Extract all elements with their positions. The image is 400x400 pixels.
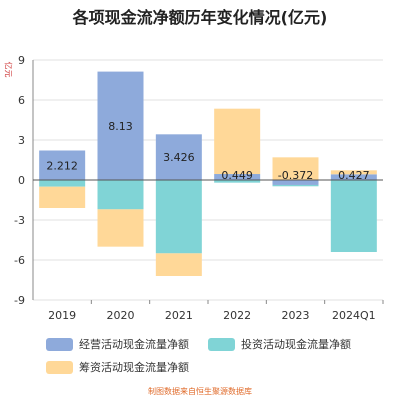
- bar-1-2021: [155, 180, 202, 254]
- bar-0-2023: [272, 180, 319, 185]
- legend-swatch-investing: [208, 337, 235, 351]
- y-tick-label: -9: [14, 294, 25, 307]
- data-label-2024Q1: 0.427: [338, 169, 370, 182]
- y-tick-label: 3: [18, 134, 25, 147]
- bar-0-2022: [214, 174, 261, 180]
- data-label-2020: 8.13: [108, 120, 133, 133]
- data-label-2022: 0.449: [221, 169, 253, 182]
- legend-item-operating: 经营活动现金流量净额: [46, 336, 189, 352]
- data-label-2019: 2.212: [46, 159, 78, 172]
- chart-title: 各项现金流净额历年变化情况(亿元): [72, 8, 328, 27]
- bar-1-2022: [214, 180, 261, 183]
- data-label-2021: 3.426: [163, 151, 195, 164]
- y-tick-label: 0: [18, 174, 25, 187]
- data-label-2023: -0.372: [278, 169, 313, 182]
- legend-swatch-financing: [46, 360, 73, 374]
- x-tick-label-2021: 2021: [165, 309, 193, 322]
- x-tick-label-2023: 2023: [282, 309, 310, 322]
- y-tick-label: -6: [14, 254, 25, 267]
- bar-2-2023: [272, 157, 319, 180]
- x-tick-label-2024Q1: 2024Q1: [332, 309, 376, 322]
- bar-1-2023: [272, 184, 319, 187]
- legend-item-financing: 筹资活动现金流量净额: [46, 359, 189, 375]
- bar-0-2020: [97, 71, 144, 180]
- bar-2-2019: [39, 186, 86, 208]
- source-footnote: 制图数据来自恒生聚源数据库: [148, 387, 252, 396]
- legend-label-investing: 投资活动现金流量净额: [241, 338, 351, 351]
- legend-item-investing: 投资活动现金流量净额: [208, 336, 351, 352]
- legend-label-financing: 筹资活动现金流量净额: [79, 361, 189, 374]
- bar-1-2024Q1: [330, 180, 377, 252]
- x-tick-label-2022: 2022: [223, 309, 251, 322]
- y-tick-label: -3: [14, 214, 25, 227]
- bar-2-2024Q1: [330, 170, 377, 175]
- legend-label-operating: 经营活动现金流量净额: [79, 338, 189, 351]
- bar-1-2019: [39, 180, 86, 187]
- x-tick-label-2020: 2020: [107, 309, 135, 322]
- bar-2-2020: [97, 209, 144, 247]
- bar-1-2020: [97, 180, 144, 210]
- y-tick-label: 6: [18, 94, 25, 107]
- bar-2-2022: [214, 108, 261, 175]
- y-tick-label: 9: [18, 54, 25, 67]
- bar-0-2024Q1: [330, 174, 377, 180]
- x-tick-label-2019: 2019: [48, 309, 76, 322]
- bar-0-2019: [39, 150, 86, 180]
- bar-2-2021: [155, 253, 202, 276]
- legend-swatch-operating: [46, 337, 73, 351]
- bar-0-2021: [155, 134, 202, 180]
